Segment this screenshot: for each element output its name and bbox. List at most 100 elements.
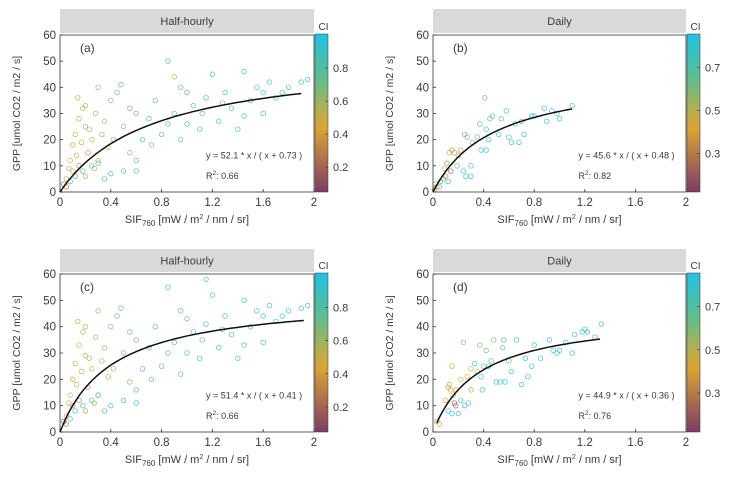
data-point [177, 136, 184, 143]
colorbar [686, 272, 701, 433]
data-point [133, 110, 139, 117]
data-point [496, 131, 502, 138]
y-tick-label: 60 [43, 269, 56, 281]
data-point [518, 381, 525, 388]
data-point [158, 363, 165, 369]
data-point [260, 89, 266, 96]
panel-label: (a) [80, 41, 95, 55]
data-point [298, 305, 304, 311]
y-tick-label: 0 [423, 427, 429, 439]
data-point [76, 342, 82, 348]
data-point [108, 170, 114, 177]
x-tick-label: 0.8 [154, 197, 170, 209]
data-point [450, 392, 456, 398]
data-point [279, 89, 285, 96]
y-axis-label: GPP [umol CO2 / m2 / s] [384, 56, 396, 171]
data-point [199, 110, 205, 117]
data-point [108, 97, 114, 104]
data-point [488, 358, 494, 364]
data-point [279, 313, 285, 319]
x-axis-label-part: 2 [199, 214, 203, 221]
data-point [146, 116, 152, 122]
data-point [525, 374, 531, 380]
colorbar-tick-label: 0.7 [705, 62, 720, 74]
data-point [171, 74, 177, 80]
colorbar-title: CI [319, 261, 329, 272]
data-point [464, 134, 470, 140]
data-point [203, 95, 209, 101]
data-point [67, 416, 73, 422]
x-axis-label-part: [mW / m [155, 454, 199, 466]
data-point [513, 337, 520, 343]
data-point [235, 126, 241, 132]
data-point [451, 150, 458, 156]
data-point [298, 79, 304, 85]
colorbar-tick-label: 0.4 [333, 129, 348, 141]
data-point [165, 350, 171, 356]
data-point [563, 339, 569, 346]
fit-equation: y = 45.6 * x / ( x + 0.48 ) [578, 151, 674, 161]
x-axis-label-part: 2 [199, 454, 203, 461]
panel-label: (c) [80, 280, 94, 294]
data-point [254, 84, 260, 91]
data-point [82, 173, 89, 179]
panel-label: (b) [453, 41, 468, 55]
x-tick-label: 1.2 [204, 437, 220, 449]
data-point [127, 105, 133, 111]
x-axis-label-part: SIF [497, 454, 514, 466]
data-point [108, 402, 114, 409]
data-point [196, 126, 203, 132]
data-point [436, 184, 443, 190]
x-tick-label: 1.2 [204, 197, 220, 209]
fit-equation: y = 52.1 * x / ( x + 0.73 ) [206, 151, 302, 161]
y-axis-label: GPP [umol CO2 / m2 / s] [11, 56, 23, 171]
data-point [241, 297, 247, 304]
data-point [118, 305, 124, 311]
data-point [449, 410, 455, 417]
data-point [85, 150, 91, 156]
scatter-points [61, 276, 311, 427]
data-point [66, 165, 72, 172]
data-point [266, 302, 273, 309]
y-tick-label: 50 [43, 56, 56, 68]
data-point [199, 337, 205, 343]
data-point [569, 350, 575, 356]
data-point [506, 134, 512, 140]
r-squared: R2: 0.82 [578, 170, 611, 181]
data-point [139, 366, 146, 372]
data-point [184, 316, 190, 322]
colorbar-title: CI [319, 22, 329, 33]
colorbar-tick-label: 0.8 [333, 302, 348, 314]
fit-curve [59, 319, 304, 433]
data-point [114, 89, 120, 96]
data-point [474, 134, 480, 140]
data-point [472, 360, 478, 367]
data-point [521, 131, 527, 138]
data-point [451, 400, 458, 406]
scatter-points [431, 95, 575, 193]
strip-title: Daily [547, 16, 572, 28]
data-point [228, 331, 235, 338]
data-point [133, 168, 139, 174]
data-point [177, 371, 184, 377]
data-point [73, 152, 80, 159]
data-point [133, 157, 139, 164]
r-squared-label: R [578, 171, 585, 181]
data-point [522, 355, 529, 361]
x-tick-label: 2 [683, 437, 689, 449]
colorbar-title: CI [691, 261, 701, 272]
data-point [478, 147, 484, 153]
strip-header [60, 9, 314, 33]
strip-title: Daily [547, 256, 572, 268]
data-point [453, 402, 459, 409]
data-point [569, 102, 575, 109]
data-point [461, 402, 468, 409]
data-point [444, 160, 450, 166]
data-point [501, 337, 507, 343]
x-tick-label: 0 [57, 197, 63, 209]
r-squared-sup: 2 [585, 410, 589, 417]
colorbar-tick-label: 0.2 [333, 162, 348, 174]
y-tick-label: 30 [43, 348, 56, 360]
x-tick-label: 0 [57, 437, 63, 449]
